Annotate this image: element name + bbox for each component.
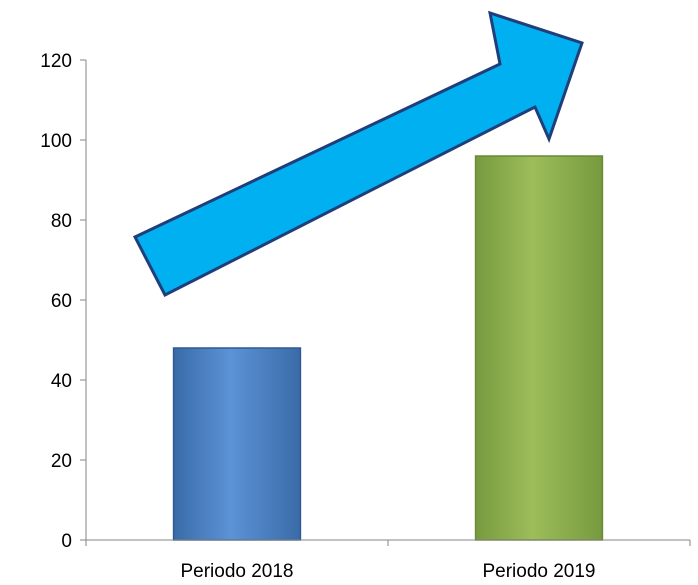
y-tick-label: 80	[51, 211, 72, 232]
y-tick-label: 100	[40, 131, 72, 152]
bar-periodo-2018	[174, 348, 301, 540]
x-category-label: Periodo 2019	[482, 561, 595, 582]
y-tick-label: 60	[51, 291, 72, 312]
x-category-label: Periodo 2018	[180, 561, 293, 582]
y-tick-label: 0	[61, 531, 72, 552]
y-tick-label: 120	[40, 51, 72, 72]
y-tick-label: 40	[51, 371, 72, 392]
y-tick-label: 20	[51, 451, 72, 472]
bar-periodo-2019	[476, 156, 603, 540]
